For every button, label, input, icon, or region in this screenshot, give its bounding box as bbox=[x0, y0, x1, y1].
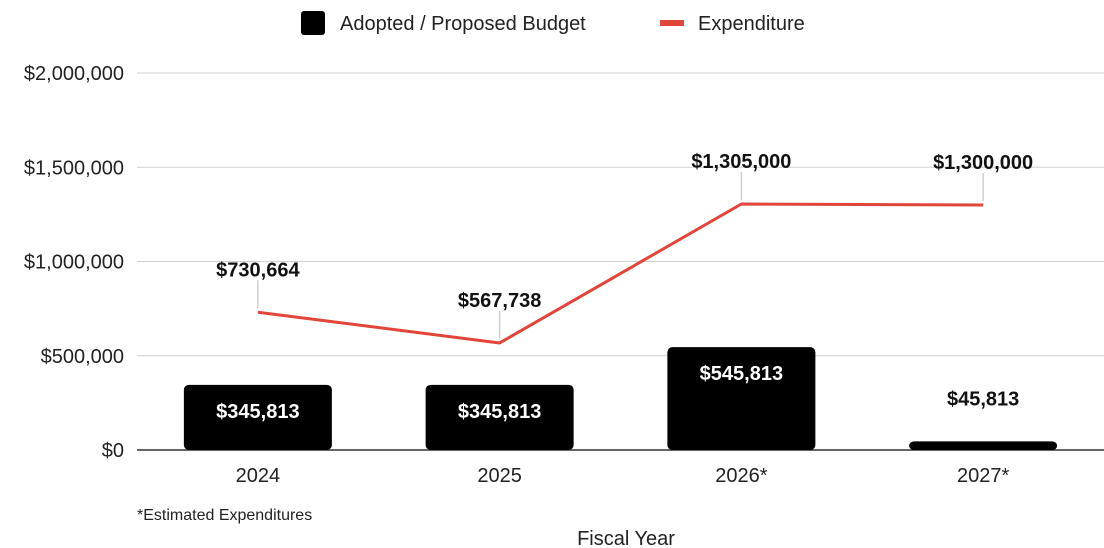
budget-bar bbox=[909, 441, 1058, 450]
expenditure-point-label: $1,300,000 bbox=[933, 152, 1033, 174]
legend-expenditure-label: Expenditure bbox=[698, 13, 805, 35]
expenditure-line bbox=[257, 202, 984, 345]
y-tick-label: $1,000,000 bbox=[24, 252, 124, 274]
x-tick-label: 2024 bbox=[236, 465, 281, 487]
budget-bar-label: $545,813 bbox=[700, 363, 783, 385]
budget-bar-label: $345,813 bbox=[216, 401, 299, 423]
budget-bar bbox=[667, 347, 816, 450]
budget-bar bbox=[425, 384, 574, 450]
y-axis-ticks: $0 $500,000 $1,000,000 $1,500,000 $2,000,000 bbox=[24, 63, 124, 462]
x-tick-label: 2027* bbox=[957, 465, 1009, 487]
budget-bar-label: $345,813 bbox=[458, 401, 541, 423]
budget-bar-label: $45,813 bbox=[947, 388, 1019, 410]
y-tick-label: $0 bbox=[102, 440, 124, 462]
expenditure-point-label: $730,664 bbox=[216, 259, 300, 281]
x-axis-ticks: 2024 2025 2026* 2027* bbox=[236, 465, 1010, 487]
x-tick-label: 2026* bbox=[715, 465, 767, 487]
legend: Adopted / Proposed Budget Expenditure bbox=[301, 11, 805, 35]
footnote: *Estimated Expenditures bbox=[137, 507, 312, 524]
y-tick-label: $1,500,000 bbox=[24, 157, 124, 179]
expenditure-point-label: $1,305,000 bbox=[691, 151, 791, 173]
x-tick-label: 2025 bbox=[477, 465, 522, 487]
y-tick-label: $500,000 bbox=[41, 346, 124, 368]
legend-budget-swatch bbox=[301, 11, 325, 35]
expenditure-point-label: $567,738 bbox=[458, 290, 541, 312]
y-tick-label: $2,000,000 bbox=[24, 63, 124, 85]
x-axis-title: Fiscal Year bbox=[577, 528, 675, 548]
line-series: $730,664 $567,738 $1,305,000 $1,300,000 bbox=[216, 151, 1033, 345]
legend-expenditure-swatch bbox=[660, 20, 684, 26]
bar-series: $345,813 $345,813 $545,813 $45,813 bbox=[183, 347, 1058, 450]
budget-bar bbox=[183, 384, 332, 450]
legend-budget-label: Adopted / Proposed Budget bbox=[340, 13, 586, 35]
